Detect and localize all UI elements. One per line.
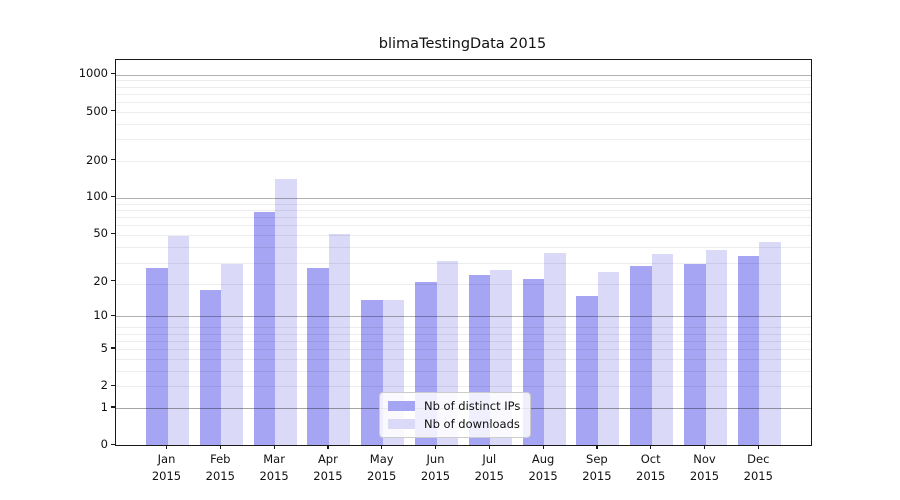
y-tick-mark bbox=[111, 314, 115, 317]
minor-gridline bbox=[116, 93, 811, 95]
x-tick-mark bbox=[704, 445, 706, 450]
y-tick-mark bbox=[111, 406, 115, 408]
x-tick-label: Nov 2015 bbox=[689, 452, 720, 483]
x-tick-mark bbox=[381, 445, 383, 450]
minor-gridline bbox=[116, 111, 811, 113]
x-tick-label: Jan 2015 bbox=[151, 452, 182, 483]
minor-gridline bbox=[116, 160, 811, 162]
x-tick-label: Oct 2015 bbox=[636, 452, 666, 483]
y-tick-label: 50 bbox=[93, 226, 108, 241]
x-tick-label: Feb 2015 bbox=[205, 452, 235, 483]
bar-ips-oct bbox=[630, 266, 652, 445]
bar-downloads-sep bbox=[597, 272, 620, 445]
legend: Nb of distinct IPs Nb of downloads bbox=[379, 392, 532, 438]
x-tick-label: Aug 2015 bbox=[528, 452, 558, 483]
minor-gridline bbox=[116, 139, 811, 141]
legend-swatch bbox=[388, 419, 415, 429]
legend-item: Nb of downloads bbox=[388, 417, 520, 431]
bar-ips-dec bbox=[737, 255, 760, 445]
x-tick-mark bbox=[273, 445, 275, 450]
bar-downloads-aug bbox=[544, 252, 566, 445]
y-tick-label: 20 bbox=[93, 273, 108, 288]
x-tick-mark bbox=[488, 445, 490, 450]
bar-ips-jan bbox=[146, 268, 168, 445]
x-tick-mark bbox=[757, 445, 759, 450]
bar-ips-sep bbox=[576, 296, 598, 445]
bar-downloads-oct bbox=[651, 254, 674, 445]
bar-downloads-mar bbox=[275, 178, 297, 445]
x-tick-label: Jul 2015 bbox=[474, 452, 504, 483]
y-tick-label: 5 bbox=[100, 340, 108, 355]
y-tick-mark bbox=[111, 347, 115, 349]
bar-ips-nov bbox=[684, 264, 706, 445]
legend-label: Nb of downloads bbox=[424, 417, 520, 431]
chart-title: blimaTestingData 2015 bbox=[378, 36, 547, 52]
x-tick-mark bbox=[542, 445, 544, 450]
plot-area: Nb of distinct IPs Nb of downloads bbox=[115, 59, 812, 446]
y-tick-mark bbox=[111, 280, 115, 282]
y-tick-label: 0 bbox=[100, 437, 108, 451]
bar-ips-feb bbox=[199, 290, 222, 445]
x-tick-mark bbox=[650, 445, 652, 450]
y-tick-mark bbox=[111, 159, 115, 161]
legend-label: Nb of distinct IPs bbox=[424, 399, 521, 413]
legend-item: Nb of distinct IPs bbox=[388, 399, 520, 413]
y-tick-mark bbox=[111, 195, 115, 198]
major-gridline bbox=[116, 74, 811, 76]
minor-gridline bbox=[116, 123, 811, 125]
bar-downloads-jan bbox=[167, 236, 189, 445]
minor-gridline bbox=[116, 203, 811, 205]
bar-ips-mar bbox=[253, 212, 276, 445]
x-tick-label: Sep 2015 bbox=[582, 452, 612, 483]
minor-gridline bbox=[116, 86, 811, 88]
minor-gridline bbox=[116, 101, 811, 103]
minor-gridline bbox=[116, 225, 811, 227]
bar-ips-may bbox=[361, 299, 383, 445]
y-tick-mark bbox=[111, 110, 115, 112]
y-tick-label: 1000 bbox=[78, 66, 108, 81]
minor-gridline bbox=[116, 80, 811, 82]
y-tick-label: 100 bbox=[86, 189, 108, 204]
bar-downloads-feb bbox=[221, 264, 243, 445]
y-tick-mark bbox=[111, 443, 115, 445]
major-gridline bbox=[116, 197, 811, 199]
minor-gridline bbox=[116, 210, 811, 211]
minor-gridline bbox=[116, 235, 811, 237]
x-tick-label: May 2015 bbox=[367, 452, 397, 483]
y-tick-mark bbox=[111, 72, 115, 75]
y-tick-label: 500 bbox=[86, 103, 108, 118]
x-tick-label: Apr 2015 bbox=[313, 452, 343, 483]
y-tick-label: 200 bbox=[86, 152, 108, 167]
legend-swatch bbox=[388, 401, 415, 411]
y-tick-label: 10 bbox=[93, 308, 108, 323]
x-tick-label: Mar 2015 bbox=[259, 452, 289, 483]
x-tick-mark bbox=[596, 445, 598, 450]
minor-gridline bbox=[116, 247, 811, 249]
bar-downloads-nov bbox=[705, 249, 727, 445]
minor-gridline bbox=[116, 217, 811, 219]
bar-downloads-dec bbox=[759, 242, 781, 445]
x-tick-mark bbox=[435, 445, 437, 450]
bar-downloads-apr bbox=[328, 234, 351, 445]
y-tick-label: 2 bbox=[100, 378, 108, 393]
y-tick-label: 1 bbox=[100, 399, 108, 414]
x-tick-label: Jun 2015 bbox=[420, 452, 451, 483]
x-tick-label: Dec 2015 bbox=[743, 452, 773, 483]
x-tick-mark bbox=[219, 445, 221, 450]
x-tick-mark bbox=[327, 445, 329, 450]
y-tick-mark bbox=[111, 232, 115, 234]
bar-ips-apr bbox=[307, 268, 329, 445]
y-tick-mark bbox=[111, 384, 115, 386]
x-tick-mark bbox=[166, 445, 168, 450]
